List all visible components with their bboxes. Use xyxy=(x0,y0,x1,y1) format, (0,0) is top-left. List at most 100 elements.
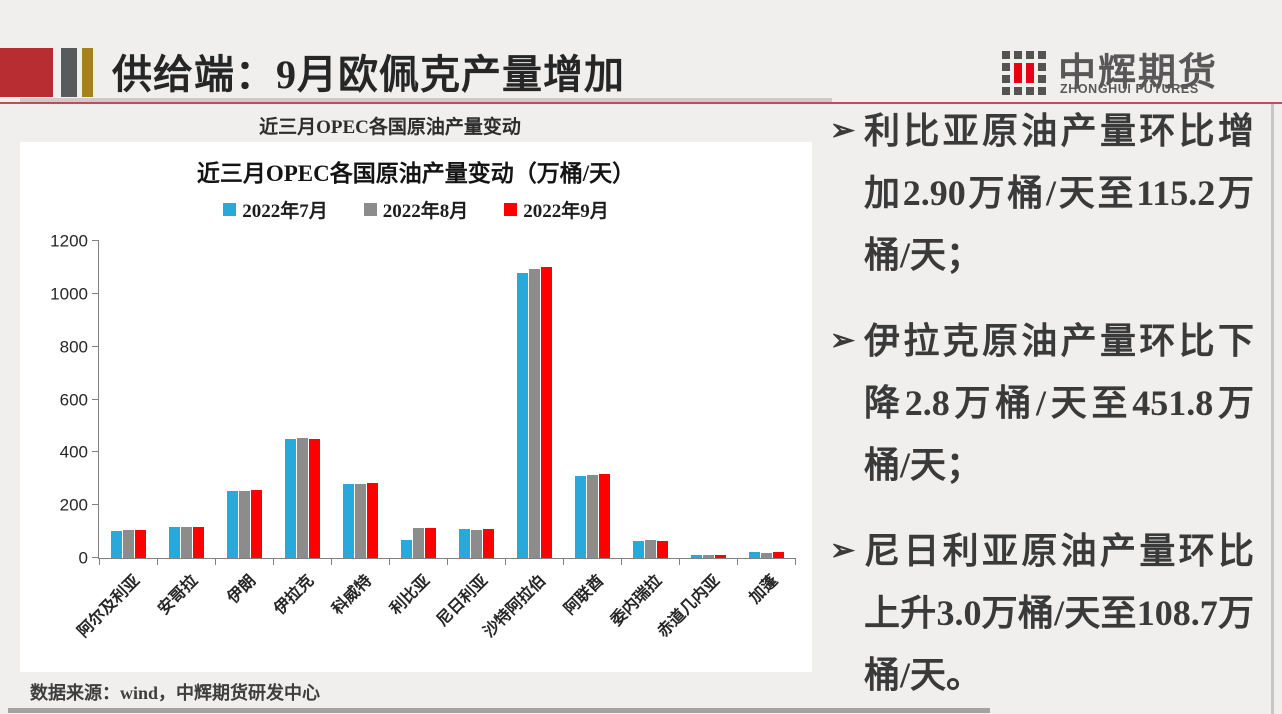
chart-caption: 近三月OPEC各国原油产量变动 xyxy=(259,117,521,138)
x-tick-mark xyxy=(505,558,506,565)
x-tick-mark xyxy=(99,558,100,565)
bar xyxy=(366,482,378,558)
chart-legend: 2022年7月 2022年8月 2022年9月 xyxy=(20,196,812,223)
deco-gold-block xyxy=(82,48,93,97)
bar xyxy=(110,530,122,558)
logo-square xyxy=(1002,63,1010,71)
logo-square xyxy=(1002,51,1010,59)
chart-card: 近三月OPEC各国原油产量变动（万桶/天） 2022年7月 2022年8月 20… xyxy=(20,142,812,672)
company-logo: 中辉期货 ZHONGHUI FUTURES xyxy=(1002,49,1242,99)
logo-square xyxy=(1002,75,1010,83)
y-tick-label: 1200 xyxy=(50,231,88,251)
x-tick-mark xyxy=(795,558,796,565)
x-tick-label: 安哥拉 xyxy=(155,572,202,619)
bar xyxy=(284,438,296,558)
bar-group xyxy=(447,241,505,558)
y-tick-label: 800 xyxy=(59,337,88,357)
data-source: 数据来源：wind，中辉期货研发中心 xyxy=(30,683,321,703)
bar-group xyxy=(389,241,447,558)
logo-square xyxy=(1038,63,1046,71)
bar-group xyxy=(331,241,389,558)
bar xyxy=(238,490,250,558)
bullet-arrow-icon: ➢ xyxy=(830,534,856,567)
bar xyxy=(644,540,656,558)
x-tick-mark xyxy=(215,558,216,565)
y-tick-mark xyxy=(92,345,99,347)
legend-swatch xyxy=(363,203,377,216)
y-tick-label: 600 xyxy=(59,390,88,409)
logo-square xyxy=(1026,51,1034,59)
logo-square xyxy=(1014,87,1022,95)
bar-group xyxy=(99,241,157,558)
bullet-text: 伊拉克原油产量环比下降2.8万桶/天至451.8万桶/天； xyxy=(864,321,1254,485)
bullet-item: ➢ 尼日利亚原油产量环比上升3.0万桶/天至108.7万桶/天。 xyxy=(830,520,1254,706)
y-tick-mark xyxy=(92,504,99,506)
x-tick-label: 伊朗 xyxy=(224,572,260,607)
bar-group xyxy=(157,241,215,558)
logo-red-bar xyxy=(1026,63,1034,83)
horizontal-scrollbar[interactable] xyxy=(8,708,990,713)
header-divider-shadow xyxy=(20,98,832,102)
x-tick-label: 赤道几内亚 xyxy=(654,572,724,641)
bar xyxy=(226,490,238,558)
x-tick-mark xyxy=(157,558,158,565)
y-tick-mark xyxy=(92,557,99,558)
bar xyxy=(702,555,714,558)
x-tick-label: 利比亚 xyxy=(387,572,434,619)
x-tick-label: 阿联酋 xyxy=(561,572,608,619)
bar xyxy=(354,483,366,558)
y-tick-mark xyxy=(92,240,99,241)
deco-gray-block xyxy=(61,48,77,97)
bar xyxy=(586,474,598,558)
bar xyxy=(400,539,412,558)
logo-square xyxy=(1014,51,1022,59)
deco-red-block xyxy=(0,48,53,97)
y-tick-mark xyxy=(92,292,99,294)
legend-item: 2022年8月 xyxy=(363,196,469,223)
logo-company-subtitle: ZHONGHUI FUTURES xyxy=(1060,82,1199,96)
legend-item: 2022年7月 xyxy=(223,196,328,223)
x-tick-mark xyxy=(331,558,332,565)
bar xyxy=(250,490,262,558)
bar xyxy=(122,530,134,558)
bar xyxy=(540,266,552,558)
bar xyxy=(714,555,726,558)
bar xyxy=(748,552,760,558)
bar-group xyxy=(273,241,331,558)
bar xyxy=(656,540,668,558)
header-divider-line xyxy=(0,102,1282,104)
bar-group xyxy=(215,241,273,558)
legend-swatch xyxy=(223,203,237,216)
x-tick-label: 沙特阿拉伯 xyxy=(480,572,550,641)
bar xyxy=(180,527,192,558)
page-title: 供给端：9月欧佩克产量增加 xyxy=(112,52,625,97)
legend-label: 2022年8月 xyxy=(382,201,469,222)
bar xyxy=(516,273,528,558)
legend-label: 2022年9月 xyxy=(523,201,609,222)
y-tick-label: 0 xyxy=(78,548,88,568)
logo-square xyxy=(1038,75,1046,83)
bar xyxy=(412,528,424,558)
bar-group xyxy=(563,241,621,558)
bar xyxy=(760,552,772,558)
bar xyxy=(424,527,436,558)
legend-swatch xyxy=(504,203,518,216)
bullet-arrow-icon: ➢ xyxy=(830,114,856,147)
logo-square xyxy=(1002,87,1010,95)
plot-area: 0 200 400 600 800 1000 1200 xyxy=(50,233,796,567)
bar xyxy=(772,552,784,558)
bar xyxy=(690,554,702,558)
bar-group xyxy=(737,241,795,558)
bar xyxy=(458,529,470,558)
bar xyxy=(598,473,610,558)
bullet-text: 利比亚原油产量环比增加2.90万桶/天至115.2万桶/天； xyxy=(864,111,1254,275)
logo-grid-icon xyxy=(1002,51,1046,95)
x-tick-mark xyxy=(447,558,448,565)
bullet-text: 尼日利亚原油产量环比上升3.0万桶/天至108.7万桶/天。 xyxy=(864,531,1254,695)
x-tick-mark xyxy=(389,558,390,565)
bar xyxy=(308,438,320,558)
x-axis-labels: 阿尔及利亚 安哥拉 伊朗 伊拉克 科威特 利比亚 尼日利亚 沙特阿拉伯 阿联酋 委内瑞拉 赤道几内亚… xyxy=(75,559,794,669)
vertical-scrollbar[interactable] xyxy=(1271,104,1274,714)
bar xyxy=(528,268,540,558)
logo-square xyxy=(1038,87,1046,95)
